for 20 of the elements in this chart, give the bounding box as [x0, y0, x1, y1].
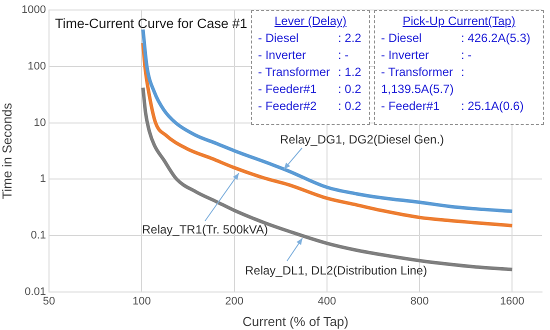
- y-tick-label: 0.01: [24, 286, 46, 298]
- x-axis-title: Current (% of Tap): [242, 314, 348, 329]
- y-tick-label: 0.1: [30, 230, 46, 242]
- annotation: Relay_TR1(Tr. 500kVA): [142, 222, 268, 236]
- x-tick-label: 100: [132, 296, 151, 308]
- chart-title: Time-Current Curve for Case #1: [55, 16, 248, 31]
- x-tick-label: 400: [318, 296, 336, 308]
- x-tick-label: 1600: [500, 296, 524, 308]
- y-tick-label: 10: [34, 116, 46, 129]
- annotation: Relay_DG1, DG2(Diesel Gen.): [280, 132, 444, 146]
- x-tick-label: 800: [410, 296, 429, 308]
- y-tick-label: 1: [40, 173, 46, 186]
- x-tick-label: 200: [225, 296, 244, 308]
- text: Pick-Up Current(Tap) - Diesel : 426.2A(5.3) - Inverter : - - Transformer : 1,139.5A(5.7) - Feeder#1 : 25.1A(0.6): [381, 14, 530, 113]
- y-axis-title: Time in Seconds: [0, 102, 14, 200]
- x-tick-label: 50: [42, 296, 56, 308]
- annotation: Relay_DL1, DL2(Distribution Line): [245, 263, 428, 278]
- y-tick-label: 1000: [22, 4, 46, 16]
- y-tick-label: 100: [28, 60, 46, 72]
- text: Lever (Delay) - Diesel : 2.2 - Inverter : - - Transformer : 1.2 - Feeder#1 : 0.2 - Feeder#2 : 0.2: [258, 14, 362, 113]
